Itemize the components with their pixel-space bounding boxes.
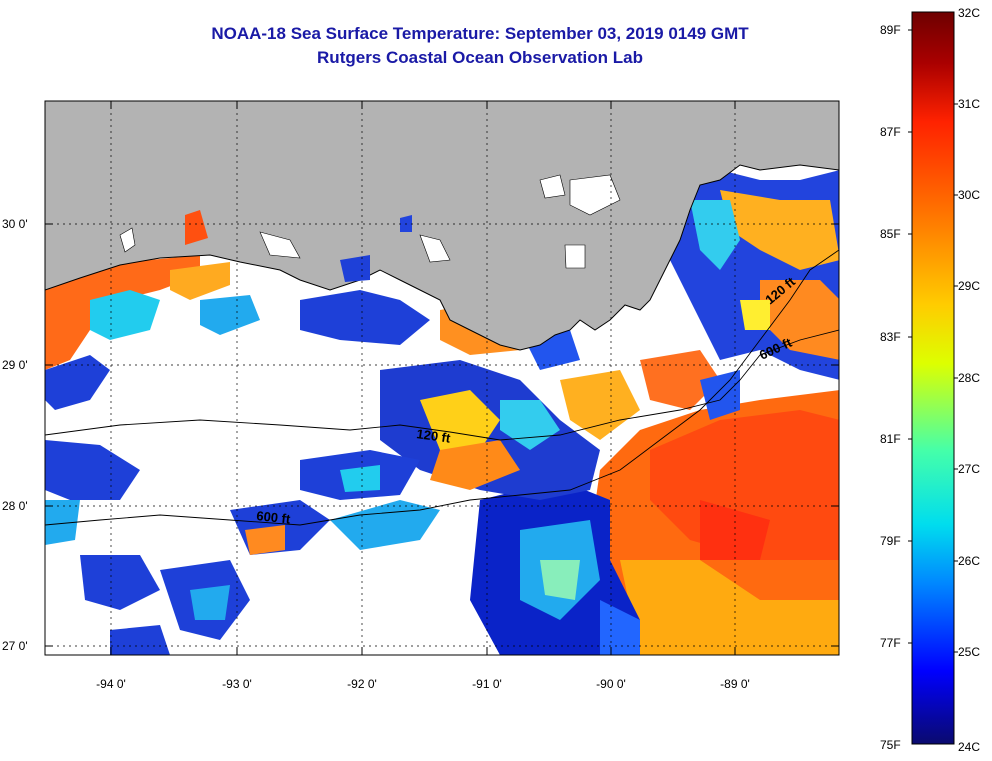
depth-contours	[45, 249, 839, 526]
mid-shelf-water	[380, 350, 740, 500]
lat-label: 28 0'	[2, 499, 28, 513]
lon-label: -90 0'	[596, 677, 626, 691]
colorbar-celsius-labels: 32C 31C 30C 29C 28C 27C 26C 25C 24C	[958, 6, 980, 754]
colorbar-ticks	[908, 29, 958, 653]
plot-area	[45, 101, 839, 655]
southwest-water	[45, 440, 440, 655]
celsius-label: 28C	[958, 371, 980, 385]
map-frame	[44, 100, 840, 656]
fahrenheit-label: 83F	[880, 330, 901, 344]
frame-ticks	[45, 101, 839, 655]
fahrenheit-label: 77F	[880, 636, 901, 650]
graticule	[45, 101, 839, 655]
fahrenheit-label: 75F	[880, 738, 901, 752]
lon-label: -93 0'	[222, 677, 252, 691]
east-coastal-water	[660, 170, 839, 380]
celsius-label: 25C	[958, 645, 980, 659]
land-louisiana	[45, 101, 839, 350]
inland-lakes	[119, 174, 621, 269]
celsius-label: 29C	[958, 279, 980, 293]
celsius-label: 32C	[958, 6, 980, 20]
fahrenheit-label: 81F	[880, 432, 901, 446]
cool-water-south	[470, 480, 640, 655]
map-title: NOAA-18 Sea Surface Temperature: Septemb…	[211, 24, 749, 43]
warm-water-southeast	[590, 390, 839, 655]
coastline	[45, 164, 839, 351]
colorbar-fahrenheit-labels: 89F 87F 85F 83F 81F 79F 77F 75F	[880, 23, 901, 752]
map-subtitle: Rutgers Coastal Ocean Observation Lab	[317, 48, 643, 67]
fahrenheit-label: 85F	[880, 227, 901, 241]
lat-label: 27 0'	[2, 639, 28, 653]
fahrenheit-label: 79F	[880, 534, 901, 548]
inland-water-patches	[185, 210, 412, 282]
longitude-labels: -94 0' -93 0' -92 0' -91 0' -90 0' -89 0…	[96, 677, 750, 691]
lat-label: 30 0'	[2, 217, 28, 231]
celsius-label: 31C	[958, 97, 980, 111]
celsius-label: 24C	[958, 740, 980, 754]
lat-label: 29 0'	[2, 358, 28, 372]
contour-label-120ft-center: 120 ft	[416, 426, 452, 446]
lon-label: -89 0'	[720, 677, 750, 691]
contour-label-600ft-west: 600 ft	[256, 508, 292, 527]
lon-label: -92 0'	[347, 677, 377, 691]
lon-label: -91 0'	[472, 677, 502, 691]
celsius-label: 26C	[958, 554, 980, 568]
fahrenheit-label: 87F	[880, 125, 901, 139]
lon-label: -94 0'	[96, 677, 126, 691]
celsius-label: 30C	[958, 188, 980, 202]
latitude-labels: 30 0' 29 0' 28 0' 27 0'	[2, 217, 28, 653]
west-coastal-water	[45, 255, 230, 410]
fahrenheit-label: 89F	[880, 23, 901, 37]
temperature-colorbar	[911, 11, 955, 745]
celsius-label: 27C	[958, 462, 980, 476]
